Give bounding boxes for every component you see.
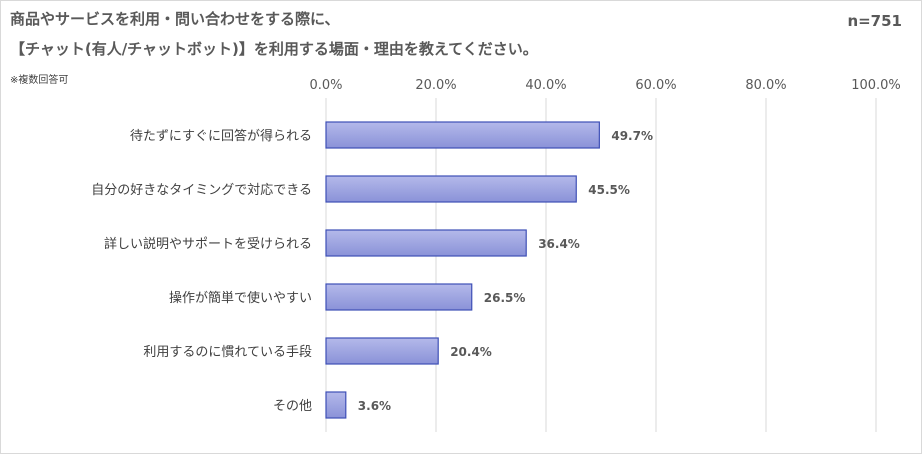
x-tick-label: 0.0% xyxy=(309,78,342,93)
bar xyxy=(325,337,439,365)
x-tick-label: 60.0% xyxy=(635,78,676,93)
x-tick-label: 80.0% xyxy=(745,78,786,93)
category-label: 待たずにすぐに回答が得られる xyxy=(130,128,312,144)
x-tick-label: 100.0% xyxy=(851,78,901,93)
category-label: その他 xyxy=(273,399,312,414)
category-label: 詳しい説明やサポートを受けられる xyxy=(104,236,312,252)
chart-title-line2: 【チャット(有人/チャットボット)】を利用する場面・理由を教えてください。 xyxy=(10,40,538,58)
bar xyxy=(325,229,527,257)
bar xyxy=(325,391,347,419)
category-label: 自分の好きなタイミングで対応できる xyxy=(91,183,312,198)
x-tick-label: 40.0% xyxy=(525,78,566,93)
data-label: 26.5% xyxy=(484,291,526,305)
category-label: 利用するのに慣れている手段 xyxy=(143,344,312,360)
bar xyxy=(325,121,600,149)
x-tick-label: 20.0% xyxy=(415,78,456,93)
category-label: 操作が簡単で使いやすい xyxy=(169,290,312,306)
data-label: 20.4% xyxy=(450,345,492,359)
chart-title-line1: 商品やサービスを利用・問い合わせをする際に、 xyxy=(10,10,340,28)
bar xyxy=(325,175,577,203)
data-label: 36.4% xyxy=(538,237,580,251)
multiple-answer-note: ※複数回答可 xyxy=(10,75,69,86)
data-label: 3.6% xyxy=(358,399,391,413)
sample-size-label: n=751 xyxy=(847,12,902,30)
bar xyxy=(325,283,473,311)
data-label: 49.7% xyxy=(611,129,653,143)
data-label: 45.5% xyxy=(588,183,630,197)
